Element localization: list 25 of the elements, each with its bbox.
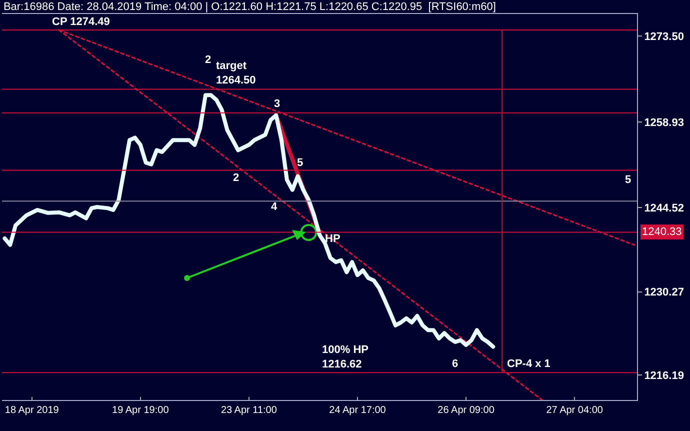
y-tick-label: 1273.50: [644, 30, 684, 43]
y-tick-label: 1258.93: [644, 117, 684, 130]
annotation: 4: [271, 201, 278, 213]
x-tick-label: 27 Apr 04:00: [546, 405, 604, 416]
y-tick-label: 1230.27: [644, 286, 684, 299]
x-tick-label: 19 Apr 19:00: [112, 405, 170, 416]
annotation: 5: [297, 157, 304, 169]
annotation: 6: [452, 358, 458, 370]
x-tick-label: 23 Apr 11:00: [220, 405, 278, 416]
x-tick-label: 26 Apr 09:00: [438, 405, 495, 416]
annotation: 100% HP 1216.62: [322, 344, 368, 370]
annotation: target 1264.50: [216, 60, 256, 86]
x-tick-label: 24 Apr 17:00: [329, 405, 386, 416]
annotation: CP 1274.49: [52, 16, 110, 28]
annotation: 2: [233, 172, 240, 184]
annotation: 5: [625, 174, 632, 186]
annotation: 3: [274, 98, 280, 110]
annotation: HP: [325, 233, 340, 245]
annotation: CP-4 x 1: [507, 358, 550, 370]
y-tick-label: 1244.52: [644, 202, 684, 214]
chart-title: Bar:16986 Date: 28.04.2019 Time: 04:00 | O:1221.60 H:1221.75 L:1220.65 C:1220.95 [RTSI60:m60]: [3, 0, 496, 13]
y-tick-label: 1216.19: [644, 370, 684, 382]
ref-line-label: 1240.33: [642, 226, 682, 238]
x-tick-label: 18 Apr 2019: [4, 405, 60, 416]
annotation: 2: [205, 54, 212, 66]
